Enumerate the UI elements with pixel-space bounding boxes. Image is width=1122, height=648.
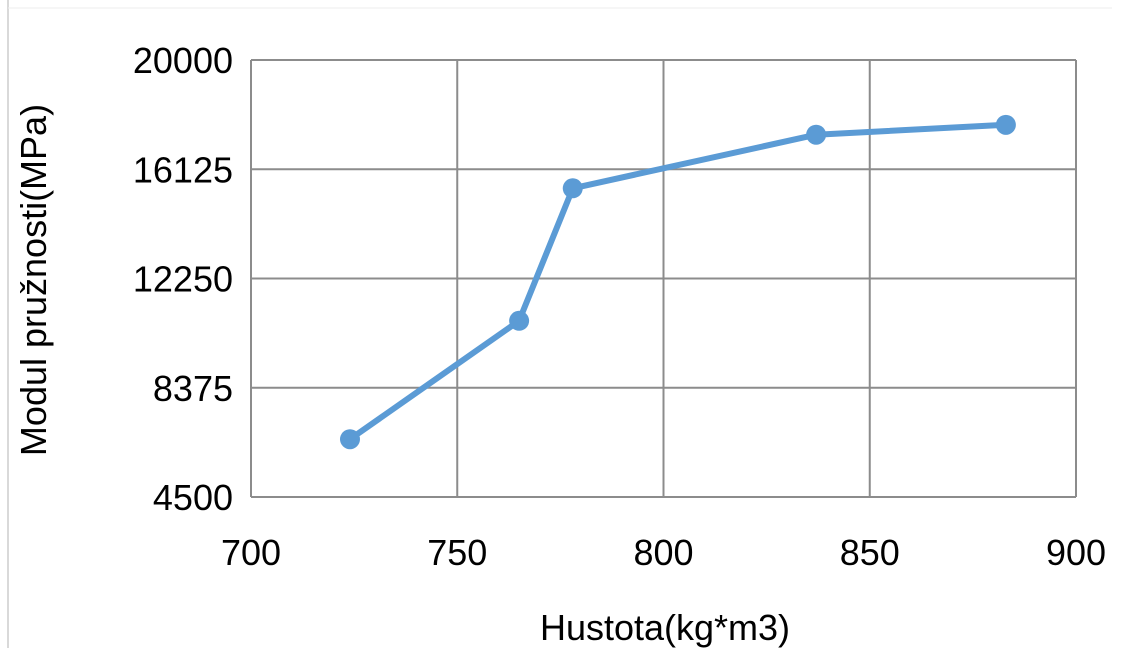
y-tick-label-20000: 20000 [133, 40, 233, 81]
x-tick-label-700: 700 [221, 532, 281, 573]
x-tick-label-850: 850 [840, 532, 900, 573]
y-tick-label-4500: 4500 [153, 477, 233, 518]
data-point-1 [340, 429, 360, 450]
y-tick-label-12250: 12250 [133, 259, 233, 300]
data-point-3 [562, 178, 583, 199]
x-tick-label-800: 800 [633, 532, 693, 573]
y-tick-label-8375: 8375 [153, 368, 233, 409]
x-tick-label-900: 900 [1046, 532, 1106, 573]
y-axis-title: Modul pružnosti(MPa) [13, 104, 54, 456]
y-tick-labels: 4500 8375 12250 16125 20000 [133, 40, 233, 518]
x-axis-title: Hustota(kg*m3) [540, 607, 790, 648]
x-tick-labels: 700 750 800 850 900 [221, 532, 1106, 573]
series-0-line [347, 121, 1009, 443]
series-layer [340, 114, 1016, 450]
data-point-2 [509, 310, 530, 331]
data-point-5 [995, 114, 1016, 135]
data-point-4 [806, 124, 827, 145]
y-tick-label-16125: 16125 [133, 149, 233, 190]
x-tick-label-750: 750 [427, 532, 487, 573]
